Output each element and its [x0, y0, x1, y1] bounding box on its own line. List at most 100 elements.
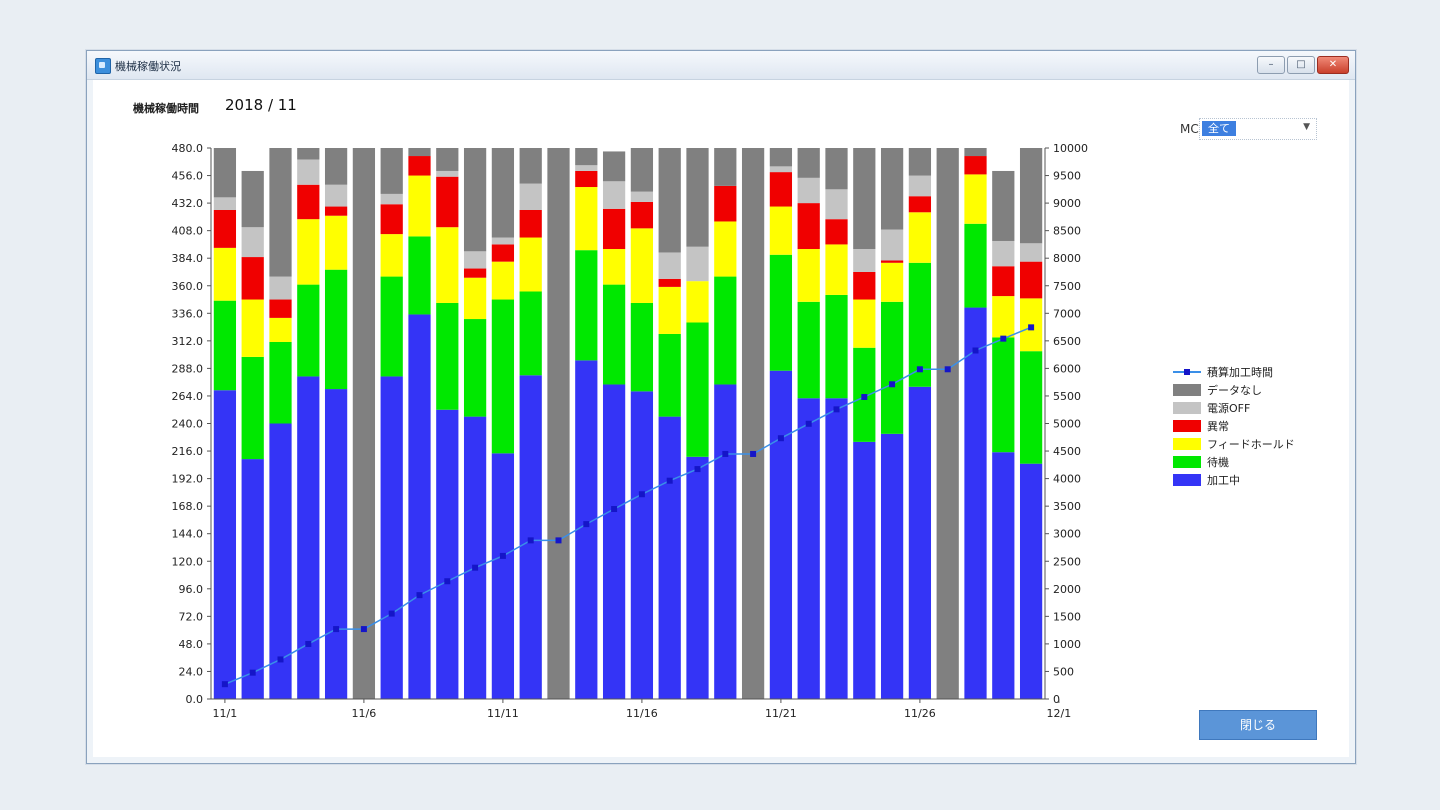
mc-label: MC	[1180, 122, 1199, 136]
right-tick-label: 6000	[1053, 362, 1081, 375]
bar-segment-no-data	[992, 170, 1015, 241]
left-tick-label: 120.0	[172, 555, 204, 568]
bar-segment-no-data	[769, 148, 793, 167]
title-bar[interactable]: 機械稼働状況 – □ ✕	[87, 51, 1355, 80]
chevron-down-icon[interactable]: ▼	[1303, 122, 1310, 132]
bar-segment-processing	[380, 376, 403, 699]
bar-segment-no-data	[936, 148, 959, 699]
bar-segment-power-off	[825, 189, 848, 220]
bar-segment-alarm	[269, 299, 292, 318]
window-title: 機械稼働状況	[115, 60, 181, 73]
right-tick-label: 8000	[1053, 252, 1081, 265]
bar-segment-power-off	[463, 251, 487, 269]
bar-segment-no-data	[463, 148, 487, 252]
cumulative-marker	[444, 578, 451, 585]
bar-segment-processing	[408, 314, 431, 699]
bar-segment-no-data	[602, 151, 626, 182]
right-tick-label: 8500	[1053, 225, 1081, 238]
bar-segment-processing	[992, 452, 1015, 699]
cumulative-marker	[360, 626, 367, 633]
period-value: 2018 / 11	[225, 96, 297, 114]
bar-segment-power-off	[491, 237, 515, 245]
mc-select[interactable]: 全て ▼	[1199, 118, 1317, 140]
bar-segment-feedhold	[463, 277, 487, 320]
bar-segment-alarm	[241, 257, 264, 300]
cumulative-marker	[472, 564, 479, 571]
right-tick-label: 2000	[1053, 583, 1081, 596]
bar-segment-power-off	[908, 175, 932, 197]
right-tick-label: 9500	[1053, 170, 1081, 183]
cumulative-marker	[861, 393, 868, 400]
bar-segment-feedhold	[213, 247, 237, 301]
bar-segment-processing	[686, 456, 709, 699]
legend-swatch	[1173, 420, 1201, 432]
bar-segment-alarm	[519, 209, 542, 238]
bar-segment-power-off	[797, 177, 820, 204]
bar-segment-power-off	[324, 184, 348, 207]
cumulative-marker	[416, 592, 423, 599]
bar-segment-standby	[992, 337, 1015, 453]
cumulative-marker	[555, 537, 562, 544]
cumulative-marker	[221, 681, 228, 688]
bar-segment-feedhold	[825, 244, 848, 295]
bar-segment-no-data	[880, 148, 904, 230]
legend-label: 待機	[1207, 455, 1229, 469]
cumulative-marker	[750, 450, 757, 457]
bar-segment-processing	[436, 409, 459, 699]
minimize-icon[interactable]: –	[1257, 56, 1285, 74]
bar-segment-processing	[602, 384, 626, 699]
bar-segment-power-off	[1019, 243, 1043, 262]
bar-segment-feedhold	[297, 219, 320, 285]
right-tick-label: 10000	[1053, 142, 1088, 155]
plot-area	[211, 148, 1045, 699]
bar-segment-standby	[408, 236, 431, 315]
bar-segment-feedhold	[436, 227, 459, 303]
bar-segment-standby	[908, 262, 932, 387]
close-icon[interactable]: ✕	[1317, 56, 1349, 74]
legend-label: 積算加工時間	[1207, 365, 1273, 379]
bar-segment-standby	[213, 300, 237, 391]
x-tick-label: 11/11	[487, 707, 519, 720]
bar-segment-no-data	[630, 148, 654, 192]
cumulative-marker	[694, 466, 701, 473]
bar-segment-processing	[297, 376, 320, 699]
cumulative-marker	[249, 669, 256, 676]
bar-segment-alarm	[380, 204, 403, 235]
bar-segment-standby	[797, 301, 820, 399]
bar-segment-feedhold	[992, 296, 1015, 338]
bar-segment-power-off	[769, 166, 793, 173]
bar-segment-feedhold	[964, 174, 987, 224]
bar-segment-standby	[491, 299, 515, 454]
bar-segment-no-data	[436, 148, 459, 171]
right-tick-label: 4000	[1053, 473, 1081, 486]
bar-segment-power-off	[630, 191, 654, 202]
right-tick-label: 9000	[1053, 197, 1081, 210]
maximize-icon[interactable]: □	[1287, 56, 1315, 74]
bar-segment-no-data	[825, 148, 848, 190]
bar-segment-standby	[241, 356, 264, 460]
bar-segment-processing	[769, 370, 793, 699]
bar-segment-no-data	[658, 148, 681, 253]
machine-status-window: 機械稼働状況 – □ ✕ 機械稼働時間 2018 / 11 MC 全て ▼ 0.…	[86, 50, 1356, 764]
bar-segment-processing	[964, 307, 987, 699]
bar-segment-standby	[297, 284, 320, 377]
bar-segment-feedhold	[853, 299, 876, 348]
cumulative-marker	[388, 610, 395, 617]
bar-segment-no-data	[519, 148, 542, 184]
close-button[interactable]: 閉じる	[1199, 710, 1317, 740]
bar-segment-no-data	[269, 148, 292, 277]
bar-segment-processing	[714, 384, 737, 699]
bar-segment-power-off	[297, 159, 320, 185]
bar-segment-no-data	[908, 148, 932, 176]
bar-segment-power-off	[602, 181, 626, 209]
cumulative-marker	[333, 626, 340, 633]
left-tick-label: 456.0	[172, 170, 204, 183]
bar-segment-feedhold	[686, 281, 709, 323]
bar-segment-standby	[380, 276, 403, 377]
x-tick-label: 11/6	[352, 707, 377, 720]
cumulative-marker	[666, 477, 673, 484]
bar-segment-no-data	[1019, 148, 1043, 244]
bar-segment-standby	[714, 276, 737, 385]
legend-swatch	[1173, 402, 1201, 414]
bar-segment-processing	[880, 433, 904, 699]
